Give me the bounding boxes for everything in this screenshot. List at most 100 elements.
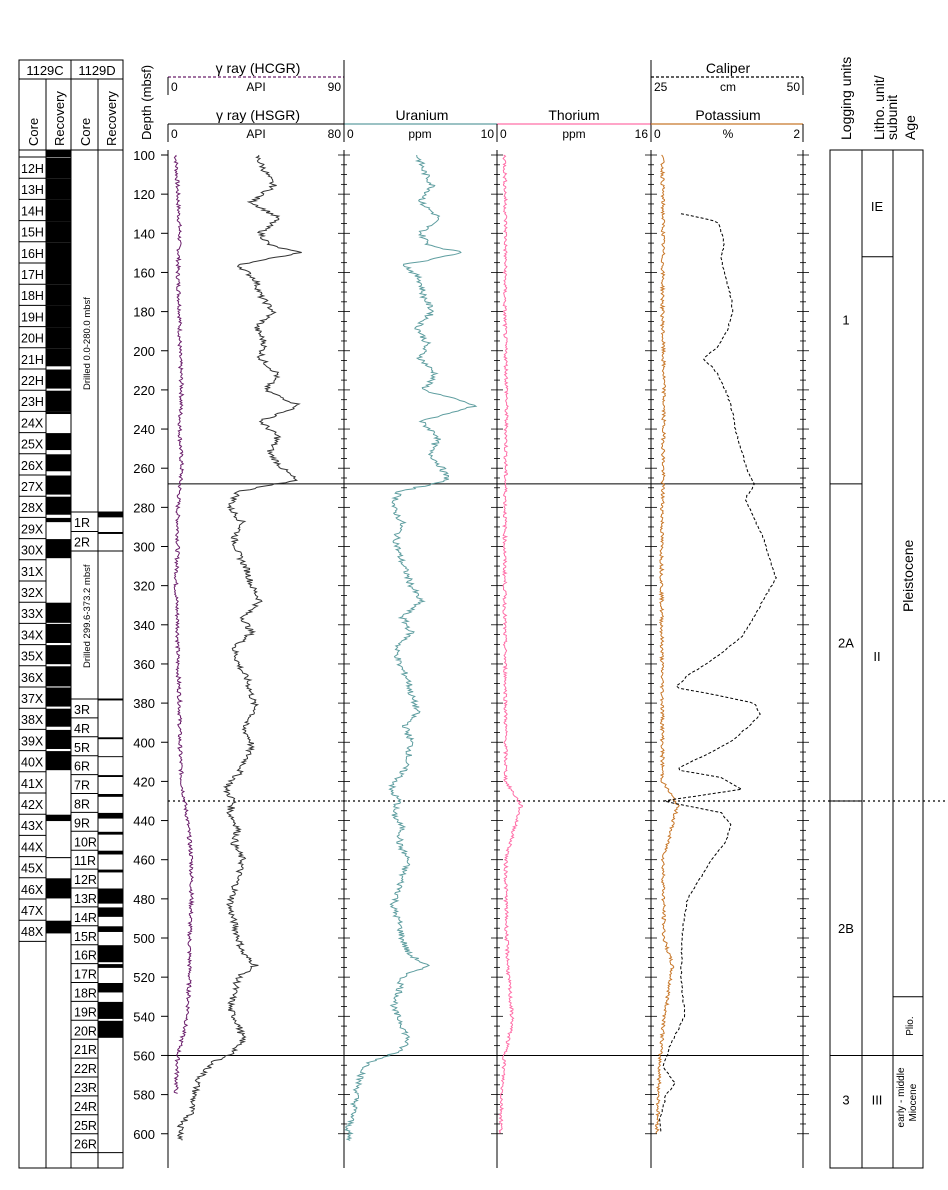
logging-unit-label: 3 [842,1092,849,1107]
hole-c-label: 1129C [26,63,63,78]
recovery-bar [46,390,71,412]
drilled-note-2: Drilled 299.6-373.2 mbsf [82,564,93,668]
age-header: Age [902,115,918,140]
depth-tick-label: 280 [133,500,155,515]
recovery-bar [46,623,71,643]
logging-unit-label: 2A [838,635,854,650]
depth-tick-label: 180 [133,305,155,320]
depth-tick-labels: 100 120 140 160 180 200 220 240 260 280 300 320 340 3… [133,148,168,1142]
age-label: Pleistocene [900,539,916,612]
core-label: 24R [74,1100,97,1114]
recovery-bar [98,775,123,777]
recovery-bar [46,814,71,822]
recovery-bar [46,729,71,749]
litho-unit-label: IE [871,199,884,214]
unit-columns-box [829,149,924,1169]
recovery-bar [46,920,71,934]
depth-tick-label: 480 [133,892,155,907]
recovery-bar [46,645,71,665]
uranium-unit: ppm [408,127,431,141]
recovery-bar [46,496,71,515]
recovery-bar [98,869,123,873]
depth-tick-label: 540 [133,1009,155,1024]
core-label: 9R [74,816,90,830]
potassium-title: Potassium [695,107,760,123]
recovery-bar [46,857,71,859]
depth-axis-label: Depth (mbsf) [139,65,154,140]
hsgr-unit: API [246,127,265,141]
logging-unit-label: 1 [842,312,849,327]
recovery-bar [46,475,71,495]
recovery-bar [46,199,71,222]
hole-d-recovery-header: Recovery [104,91,119,146]
depth-tick-label: 240 [133,422,155,437]
hole-d-core-header: Core [78,118,93,146]
depth-tick-label: 100 [133,148,155,163]
core-label: 26X [21,459,44,473]
core-label: 16R [74,949,97,963]
core-columns: 1129C 1129D Core Recovery Core Recovery … [18,59,124,1169]
unit-boundaries [168,483,948,1056]
depth-axis: Depth (mbsf) 100 120 140 160 180 200 220 240 260… [133,65,168,1142]
litho-unit-header-line-2: subunit [884,95,900,140]
hcgr-unit: API [246,80,265,94]
depth-tick-label: 580 [133,1088,155,1103]
core-label: 23R [74,1081,97,1095]
recovery-bar [46,369,71,389]
core-label: 37X [21,692,44,706]
core-label: 15R [74,930,97,944]
hcgr-min: 0 [171,80,178,94]
caliper-unit: cm [720,80,736,94]
depth-tick-label: 220 [133,383,155,398]
recovery-bar [46,327,71,349]
caliper-title: Caliper [706,60,751,76]
core-label: 13H [21,183,44,197]
depth-tick-label: 560 [133,1048,155,1063]
litho-unit-header: Litho. unit/ subunit [871,72,900,141]
series-line-ray-hsgr [176,154,302,1141]
recovery-bar [98,964,123,968]
depth-tick-label: 440 [133,814,155,829]
core-label: 16H [21,247,44,261]
core-label: 11R [74,854,96,868]
recovery-bar [46,242,71,264]
log-series [173,154,777,1141]
recovery-bar [98,699,123,701]
hole-c-recovery-header: Recovery [52,91,67,146]
core-label: 21H [21,353,44,367]
recovery-bar [46,221,71,243]
core-label: 33X [21,607,44,621]
recovery-bar [98,794,123,797]
core-label: 41X [21,777,44,791]
series-line-uranium [344,154,478,1141]
recovery-bar [98,1020,123,1038]
recovery-bar [98,926,123,932]
series-line-thorium [498,154,523,1134]
thorium-min: 0 [500,127,507,141]
recovery-bar [46,157,71,179]
depth-tick-label: 340 [133,618,155,633]
core-label: 20H [21,332,44,346]
core-label: 46X [21,883,44,897]
core-label: 8R [74,798,90,812]
unit-columns: Logging units Litho. unit/ subunit Age 1… [829,57,924,1169]
thorium-max: 16 [635,127,649,141]
recovery-bar [46,708,71,727]
series-line-potassium [654,154,680,1134]
core-label: 38X [21,713,44,727]
hcgr-max: 90 [328,80,342,94]
core-label: 40X [21,756,44,770]
litho-unit-label: II [873,649,880,664]
core-label: 29X [21,522,44,536]
core-label: 25R [74,1119,97,1133]
recovery-bar [46,602,71,623]
recovery-bar [46,878,71,899]
core-label: 48X [21,925,44,939]
depth-tick-label: 360 [133,657,155,672]
series-line-caliper [658,213,777,1133]
core-label: 30X [21,544,44,558]
recovery-bar [46,178,71,200]
core-label: 42X [21,798,44,812]
core-label: 25X [21,438,44,452]
